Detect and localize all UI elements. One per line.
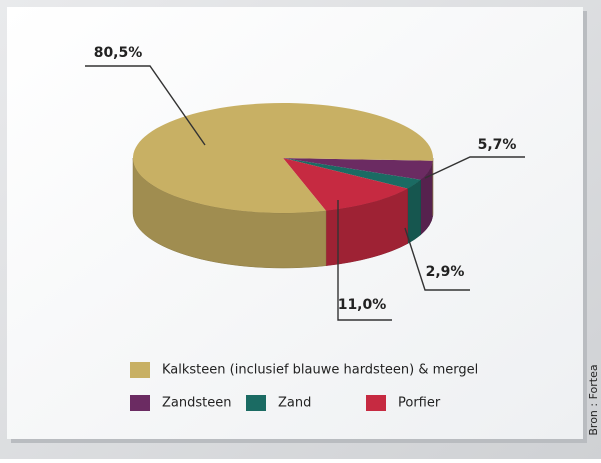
data-label: 11,0% (338, 297, 387, 313)
data-label: 80,5% (94, 45, 143, 61)
legend-swatch (246, 395, 266, 411)
data-label: 5,7% (478, 137, 517, 153)
legend-swatch (130, 395, 150, 411)
data-label: 2,9% (426, 264, 465, 280)
source: Bron : Fortea (587, 364, 600, 435)
legend-label: Zandsteen (162, 396, 231, 411)
legend-swatch (366, 395, 386, 411)
legend-label: Kalksteen (inclusief blauwe hardsteen) &… (162, 363, 478, 378)
legend-label: Porfier (398, 396, 441, 411)
pie-side (408, 180, 421, 244)
legend-swatch (130, 362, 150, 378)
legend-label: Zand (278, 396, 311, 411)
